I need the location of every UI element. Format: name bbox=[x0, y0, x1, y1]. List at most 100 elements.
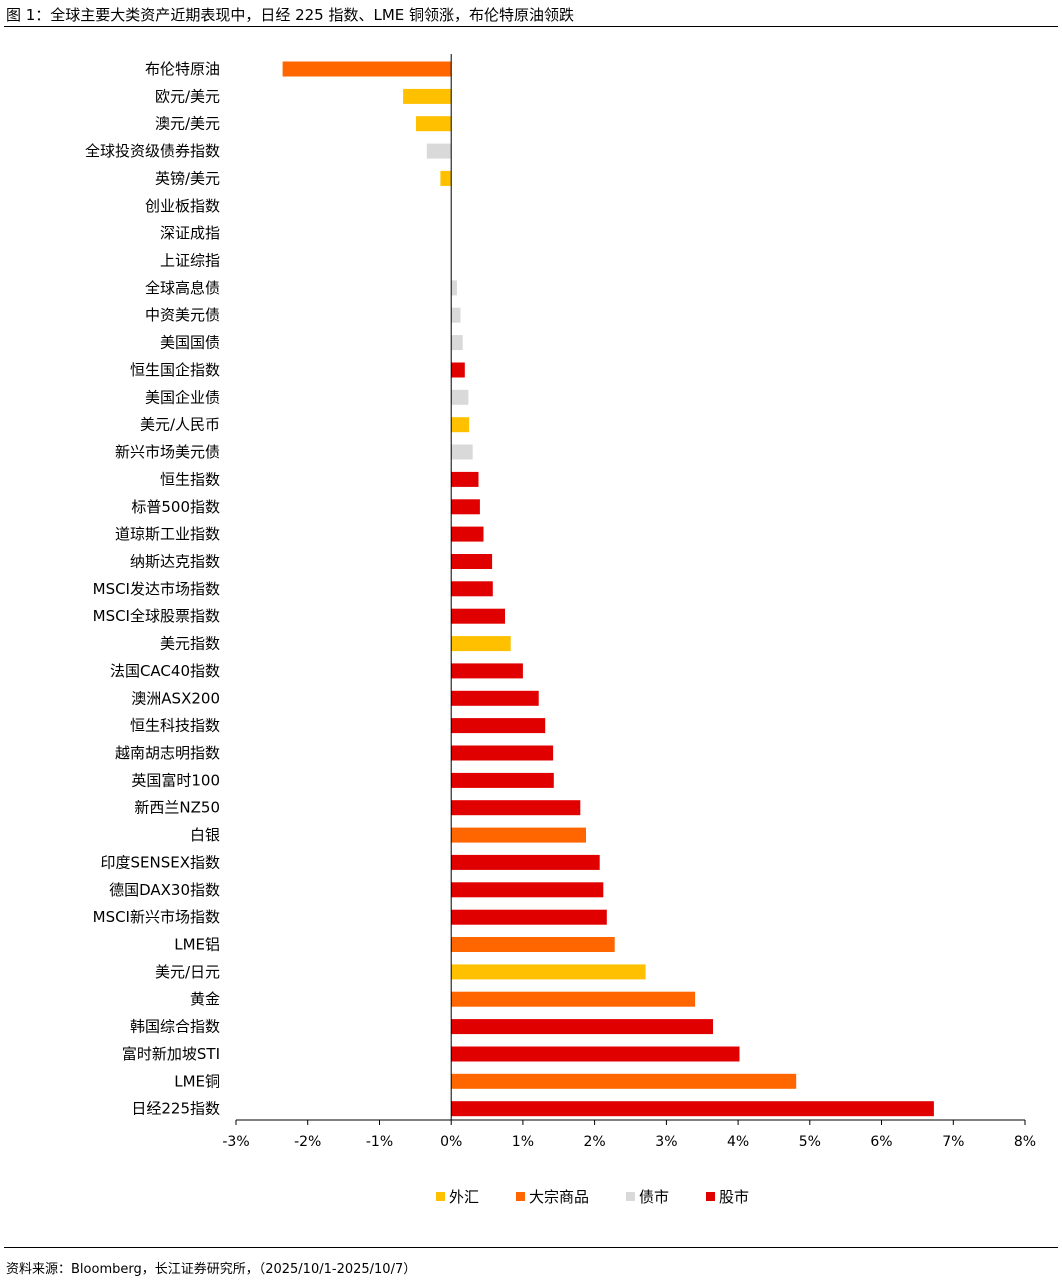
category-label: 道琼斯工业指数 bbox=[115, 525, 220, 543]
category-label: 深证成指 bbox=[160, 224, 220, 242]
bar-10 bbox=[451, 307, 461, 323]
category-label: 标普500指数 bbox=[131, 498, 220, 516]
legend: 外汇 大宗商品 债市 股市 bbox=[436, 1188, 749, 1206]
category-label: 全球高息债 bbox=[145, 279, 220, 297]
category-label: 纳斯达克指数 bbox=[130, 553, 220, 571]
category-label: LME铝 bbox=[174, 936, 220, 954]
x-tick-label: 0% bbox=[440, 1134, 462, 1150]
bar-37 bbox=[451, 1046, 740, 1062]
bar-20 bbox=[451, 581, 493, 597]
x-tick-label: 4% bbox=[727, 1134, 749, 1150]
bar-34 bbox=[451, 964, 646, 980]
category-label: 美元/人民币 bbox=[140, 416, 220, 434]
legend-swatch bbox=[436, 1192, 445, 1201]
category-label: 印度SENSEX指数 bbox=[101, 853, 221, 871]
bar-36 bbox=[451, 1019, 713, 1035]
bar-9 bbox=[451, 280, 457, 296]
bar-30 bbox=[451, 854, 600, 870]
bar-15 bbox=[451, 444, 473, 460]
legend-label: 债市 bbox=[639, 1188, 669, 1206]
x-tick-label: 2% bbox=[583, 1134, 605, 1150]
category-label: 创业板指数 bbox=[145, 197, 220, 215]
bar-23 bbox=[451, 663, 523, 679]
category-label: 澳洲ASX200 bbox=[131, 689, 220, 707]
category-label: 法国CAC40指数 bbox=[110, 662, 220, 680]
category-label: 全球投资级债券指数 bbox=[85, 142, 220, 160]
bar-33 bbox=[451, 937, 615, 952]
legend-swatch bbox=[516, 1192, 525, 1201]
category-label: LME铜 bbox=[174, 1072, 220, 1090]
category-label: 澳元/美元 bbox=[155, 115, 220, 133]
bar-14 bbox=[451, 417, 470, 433]
category-label: MSCI发达市场指数 bbox=[93, 580, 220, 598]
legend-swatch bbox=[626, 1192, 635, 1201]
figure-title: 图 1：全球主要大类资产近期表现中，日经 225 指数、LME 铜领涨，布伦特原… bbox=[6, 6, 575, 24]
bar-22 bbox=[451, 636, 511, 652]
bar-29 bbox=[451, 827, 586, 843]
bar-35 bbox=[451, 991, 696, 1007]
category-label: 上证综指 bbox=[160, 252, 220, 270]
category-label: 美国国债 bbox=[160, 334, 220, 352]
bar-26 bbox=[451, 745, 554, 761]
footer-divider bbox=[4, 1247, 1058, 1248]
bar-2 bbox=[403, 88, 452, 104]
category-labels: 布伦特原油欧元/美元澳元/美元全球投资级债券指数英镑/美元创业板指数深证成指上证… bbox=[85, 60, 220, 1118]
category-label: 白银 bbox=[190, 826, 220, 844]
category-label: 美国企业债 bbox=[145, 388, 220, 406]
bar-27 bbox=[451, 772, 554, 788]
bar-18 bbox=[451, 526, 484, 542]
source-note: 资料来源：Bloomberg，长江证券研究所，（2025/10/1-2025/1… bbox=[6, 1262, 417, 1277]
x-axis: -3% -2% -1% 0% 1% 2% 3% 4% 5% 6% 7% 8% bbox=[222, 54, 1036, 1150]
bars-layer bbox=[282, 61, 934, 1117]
x-tick-label: 3% bbox=[655, 1134, 677, 1150]
bar-12 bbox=[451, 362, 465, 378]
bar-4 bbox=[426, 143, 452, 159]
category-label: 英镑/美元 bbox=[155, 169, 220, 187]
bar-31 bbox=[451, 882, 604, 898]
category-label: 中资美元债 bbox=[145, 306, 220, 324]
category-label: MSCI全球股票指数 bbox=[93, 607, 220, 625]
x-tick-label: -3% bbox=[222, 1134, 249, 1150]
category-label: 越南胡志明指数 bbox=[115, 744, 220, 762]
category-label: 美元指数 bbox=[160, 635, 220, 653]
bar-25 bbox=[451, 718, 546, 734]
x-tick-label: 5% bbox=[799, 1134, 821, 1150]
category-label: 日经225指数 bbox=[131, 1100, 220, 1118]
category-label: 恒生指数 bbox=[160, 470, 220, 488]
category-label: 欧元/美元 bbox=[155, 87, 220, 105]
legend-label: 大宗商品 bbox=[529, 1188, 589, 1206]
category-label: MSCI新兴市场指数 bbox=[93, 908, 220, 926]
bar-17 bbox=[451, 499, 480, 515]
category-label: 美元/日元 bbox=[155, 963, 220, 981]
category-label: 韩国综合指数 bbox=[130, 1018, 220, 1036]
bar-38 bbox=[451, 1073, 797, 1089]
bar-13 bbox=[451, 389, 469, 405]
bar-21 bbox=[451, 608, 505, 624]
bar-5 bbox=[440, 170, 452, 186]
bar-32 bbox=[451, 909, 607, 925]
category-label: 富时新加坡STI bbox=[122, 1045, 220, 1063]
category-label: 黄金 bbox=[190, 990, 220, 1008]
category-label: 德国DAX30指数 bbox=[109, 881, 220, 899]
category-label: 恒生科技指数 bbox=[130, 717, 220, 735]
bar-24 bbox=[451, 690, 539, 706]
legend-swatch bbox=[706, 1192, 715, 1201]
bar-chart: 布伦特原油欧元/美元澳元/美元全球投资级债券指数英镑/美元创业板指数深证成指上证… bbox=[85, 54, 1036, 1206]
legend-label: 股市 bbox=[719, 1188, 749, 1206]
category-label: 新西兰NZ50 bbox=[134, 799, 220, 817]
x-tick-label: 6% bbox=[870, 1134, 892, 1150]
bar-28 bbox=[451, 800, 581, 816]
category-label: 新兴市场美元债 bbox=[115, 443, 220, 461]
bar-3 bbox=[416, 116, 452, 132]
category-label: 恒生国企指数 bbox=[130, 361, 220, 379]
bar-11 bbox=[451, 335, 463, 351]
bar-19 bbox=[451, 554, 493, 569]
bar-1 bbox=[282, 61, 452, 77]
bar-16 bbox=[451, 471, 479, 487]
x-tick-label: -1% bbox=[366, 1134, 393, 1150]
category-label: 布伦特原油 bbox=[145, 60, 220, 78]
title-divider bbox=[4, 26, 1058, 27]
bar-39 bbox=[451, 1101, 934, 1117]
x-tick-label: 7% bbox=[942, 1134, 964, 1150]
category-label: 英国富时100 bbox=[131, 771, 220, 789]
